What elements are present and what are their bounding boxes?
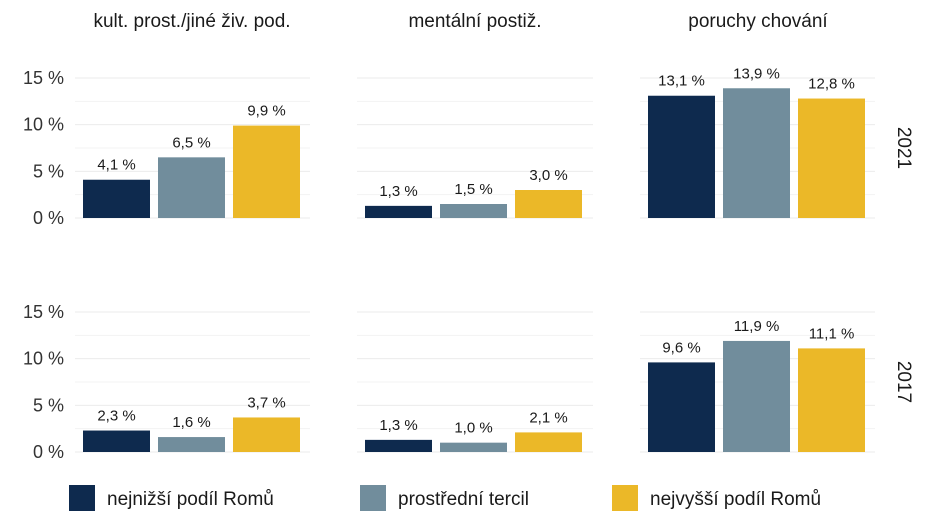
bar [365,439,432,452]
bar [648,95,715,218]
data-label: 1,5 % [454,181,492,198]
bar [233,125,300,218]
row-label: 2017 [893,361,914,403]
y-tick-label: 5 % [33,161,64,181]
bar [798,98,865,218]
data-label: 1,6 % [172,414,210,431]
bar [648,362,715,452]
y-tick-label: 15 % [23,302,64,322]
legend-label: nejvyšší podíl Romů [650,489,821,510]
data-label: 1,3 % [379,183,417,200]
data-label: 11,9 % [734,318,780,335]
bar [83,430,150,452]
data-label: 1,3 % [379,417,417,434]
data-label: 2,3 % [97,408,135,425]
data-label: 6,5 % [172,134,210,151]
legend-label: nejnižší podíl Romů [107,489,274,510]
y-tick-label: 0 % [33,442,64,462]
row-label: 2021 [893,127,914,169]
data-label: 4,1 % [97,157,135,174]
y-tick-label: 0 % [33,208,64,228]
data-label: 1,0 % [454,420,492,437]
bar [158,157,225,218]
y-tick-label: 10 % [23,349,64,369]
bar [798,348,865,452]
y-tick-label: 10 % [23,115,64,135]
bar [515,432,582,452]
bar [83,179,150,218]
data-label: 3,7 % [247,394,285,411]
data-label: 2,1 % [529,409,567,426]
data-label: 9,9 % [247,103,285,120]
bar [440,204,507,218]
bar [233,417,300,452]
bar [440,442,507,452]
bar [723,340,790,452]
y-tick-label: 5 % [33,395,64,415]
panel-title: kult. prost./jiné živ. pod. [93,11,290,32]
data-label: 11,1 % [809,325,855,342]
legend-swatch [69,485,95,511]
legend-swatch [360,485,386,511]
bar [158,437,225,452]
data-label: 13,9 % [733,65,780,82]
bar [723,88,790,219]
y-tick-label: 15 % [23,68,64,88]
data-label: 3,0 % [529,167,567,184]
data-label: 13,1 % [658,73,705,90]
data-label: 9,6 % [662,339,700,356]
data-label: 12,8 % [808,76,855,93]
panel-title: poruchy chování [688,11,828,32]
legend-label: prostřední tercil [398,489,529,510]
panel-title: mentální postiž. [408,11,541,32]
bar [365,205,432,218]
legend-swatch [612,485,638,511]
bar [515,190,582,218]
